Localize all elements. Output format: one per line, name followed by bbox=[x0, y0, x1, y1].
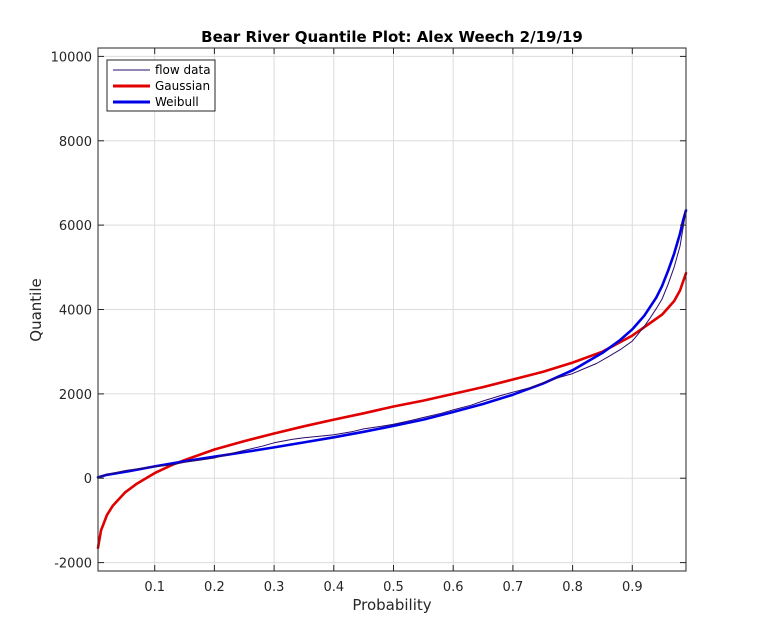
y-tick-labels: -2000 0 2000 4000 6000 8000 10000 bbox=[51, 50, 92, 571]
x-tick-label: 0.6 bbox=[443, 580, 464, 595]
y-tick-label: 4000 bbox=[59, 304, 92, 319]
x-axis-label: Probability bbox=[352, 596, 431, 614]
y-tick-label: -2000 bbox=[54, 557, 92, 572]
chart-title: Bear River Quantile Plot: Alex Weech 2/1… bbox=[201, 28, 583, 46]
x-tick-label: 0.4 bbox=[323, 580, 344, 595]
y-tick-label: 0 bbox=[84, 472, 92, 487]
series-line-flow-data bbox=[97, 209, 687, 478]
legend-label-weibull: Weibull bbox=[155, 95, 199, 109]
x-tick-label: 0.2 bbox=[204, 580, 225, 595]
y-axis-label: Quantile bbox=[27, 278, 45, 341]
y-tick-label: 2000 bbox=[59, 388, 92, 403]
series-line-gaussian bbox=[96, 271, 688, 550]
legend: flow data Gaussian Weibull bbox=[106, 59, 216, 112]
y-tick-label: 10000 bbox=[51, 50, 92, 65]
ticks bbox=[98, 48, 686, 571]
x-tick-label: 0.3 bbox=[264, 580, 285, 595]
series-line-weibull bbox=[96, 209, 688, 479]
y-tick-label: 8000 bbox=[59, 135, 92, 150]
grid bbox=[98, 48, 686, 571]
x-tick-label: 0.8 bbox=[562, 580, 583, 595]
legend-label-flow-data: flow data bbox=[155, 63, 211, 77]
y-tick-label: 6000 bbox=[59, 219, 92, 234]
x-tick-label: 0.5 bbox=[383, 580, 404, 595]
x-tick-label: 0.1 bbox=[144, 580, 165, 595]
series-layer bbox=[96, 209, 688, 550]
x-tick-label: 0.9 bbox=[622, 580, 643, 595]
legend-label-gaussian: Gaussian bbox=[155, 79, 210, 93]
x-tick-label: 0.7 bbox=[503, 580, 524, 595]
x-tick-labels: 0.1 0.2 0.3 0.4 0.5 0.6 0.7 0.8 0.9 bbox=[144, 580, 642, 595]
